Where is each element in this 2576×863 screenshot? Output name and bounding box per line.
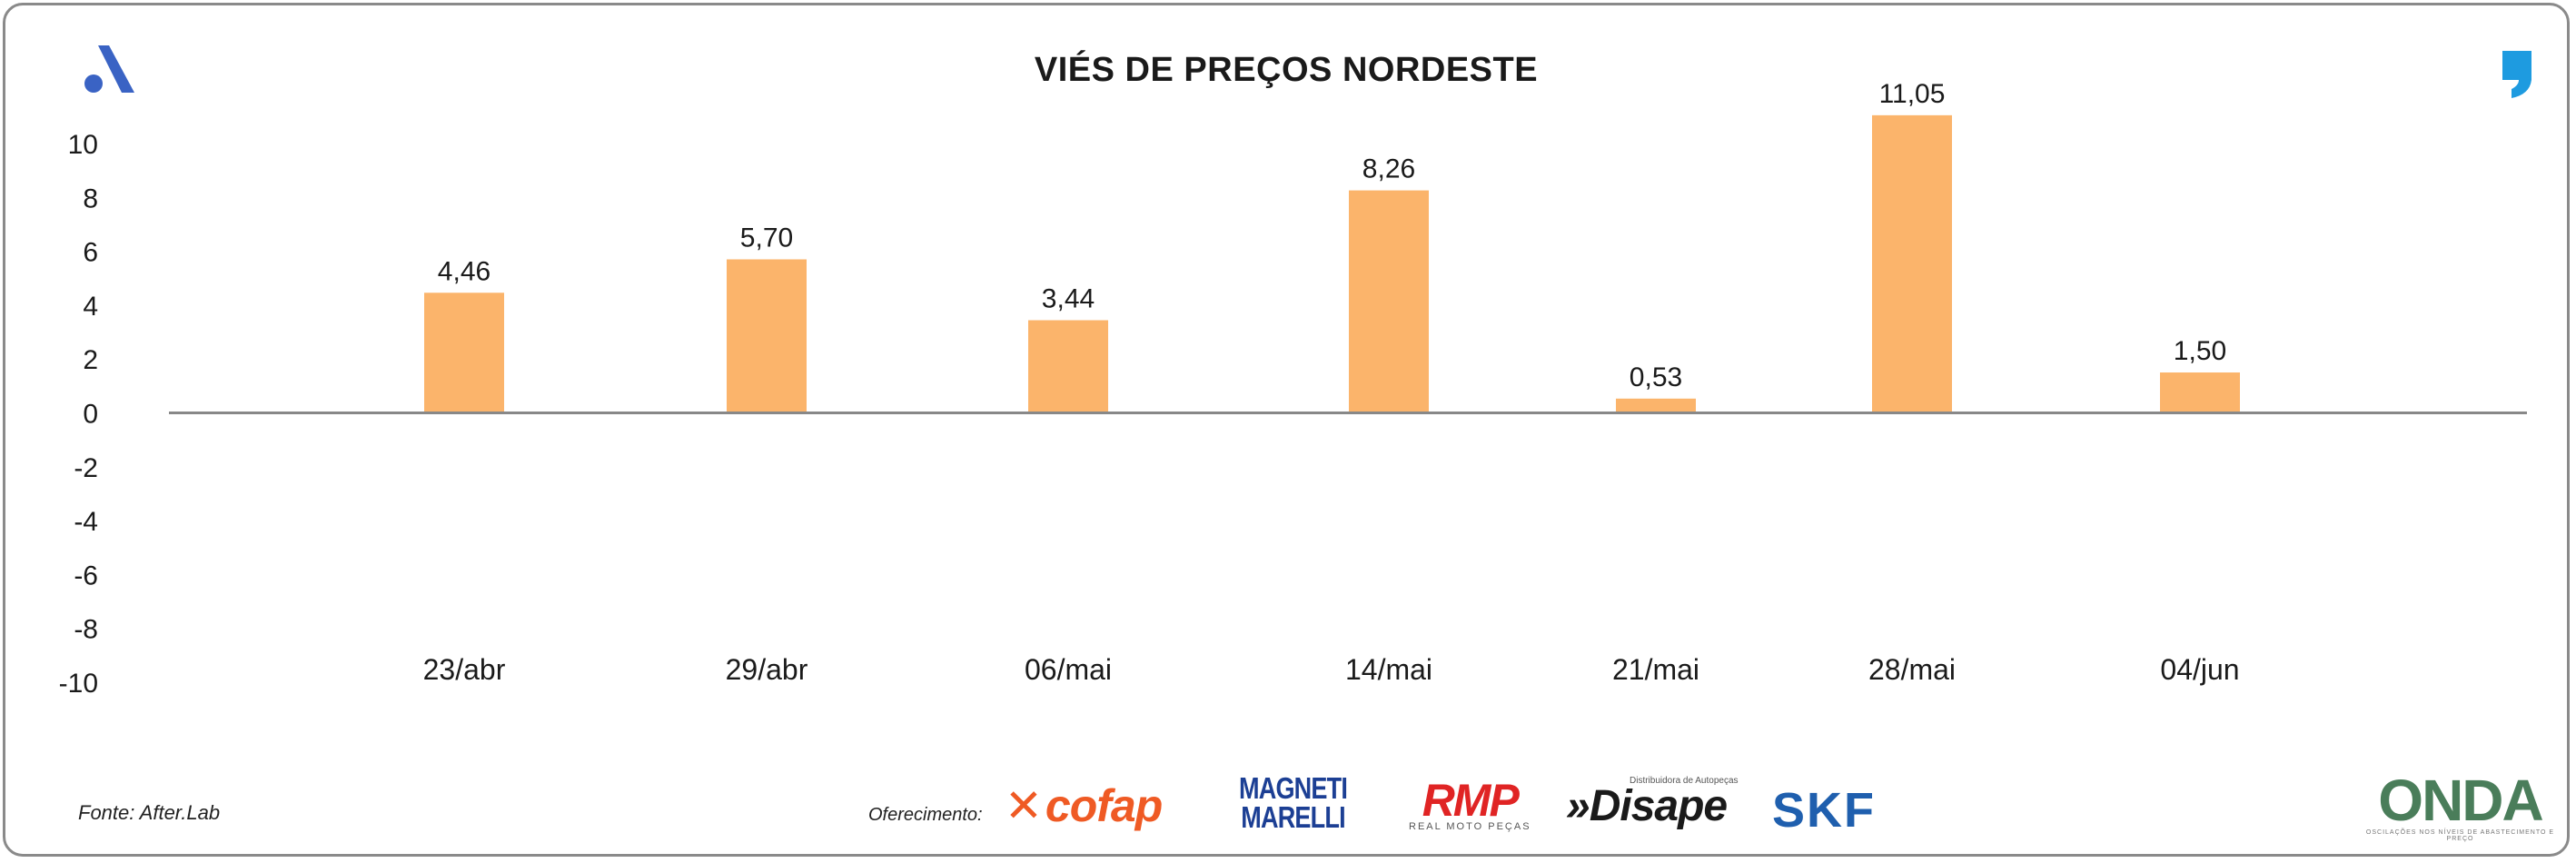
disape-logo: Distribuidora de Autopeças »Disape: [1566, 776, 1739, 828]
magneti-line2: MARELLI: [1241, 800, 1345, 834]
data-label: 11,05: [1879, 79, 1946, 109]
onda-logo: ONDA OSCILAÇÕES NOS NÍVEIS DE ABASTECIME…: [2353, 771, 2567, 842]
data-label: 8,26: [1362, 154, 1415, 184]
bar-chart: 10 8 6 4 2 0 -2 -4 -6 -8 -10 4,46 5,70 3,44 8,26 0,53 11…: [59, 79, 2527, 699]
rmp-logo: RMP REAL MOTO PEÇAS: [1409, 775, 1531, 832]
bar-29/abr: [727, 259, 807, 413]
rmp-subtitle: REAL MOTO PEÇAS: [1409, 821, 1531, 832]
quote-mark-icon: [2502, 51, 2531, 98]
bar-23/abr: [424, 293, 504, 413]
data-label: 4,46: [438, 256, 490, 286]
bar-04/jun: [2160, 372, 2240, 413]
data-label: 5,70: [740, 223, 793, 253]
x-tick-label: 29/abr: [726, 653, 808, 686]
disape-logo-text: »Disape: [1566, 782, 1728, 830]
y-tick-label: 8: [83, 184, 98, 213]
cofap-logo: ✕cofap: [1005, 779, 1163, 832]
rmp-logo-text: RMP: [1422, 775, 1520, 826]
magneti-marelli-logo: MAGNETI MARELLI: [1239, 771, 1348, 834]
y-tick-label: -2: [74, 453, 98, 483]
cofap-mark-icon: ✕: [1005, 780, 1043, 831]
y-tick-label: -4: [74, 507, 98, 537]
data-label: 1,50: [2174, 336, 2226, 366]
bar-06/mai: [1028, 320, 1108, 413]
magneti-line1: MAGNETI: [1239, 771, 1348, 805]
source-note: Fonte: After.Lab: [78, 801, 221, 824]
sponsor-label: Oferecimento:: [868, 805, 983, 825]
data-label: 3,44: [1042, 284, 1095, 314]
onda-logo-text: ONDA: [2378, 768, 2543, 833]
y-tick-label: -8: [74, 615, 98, 645]
y-tick-label: -6: [74, 560, 98, 590]
y-tick-label: 2: [83, 345, 98, 375]
cofap-logo-text: cofap: [1045, 780, 1163, 831]
bar-28/mai: [1872, 114, 1952, 413]
y-tick-label: 4: [83, 292, 98, 322]
skf-logo: SKF: [1772, 783, 1876, 838]
x-tick-label: 04/jun: [2160, 653, 2239, 686]
y-tick-label: 6: [83, 238, 98, 268]
bar-21/mai: [1616, 398, 1696, 413]
bar-14/mai: [1349, 190, 1429, 413]
x-tick-label: 23/abr: [423, 653, 506, 686]
y-tick-label: 10: [68, 130, 98, 160]
y-tick-label: -10: [59, 669, 98, 699]
x-tick-label: 21/mai: [1612, 653, 1699, 686]
x-tick-label: 06/mai: [1025, 653, 1112, 686]
chart-title: VIÉS DE PREÇOS NORDESTE: [1034, 51, 1539, 89]
disape-tagline: Distribuidora de Autopeças: [1630, 776, 1739, 786]
x-tick-label: 14/mai: [1345, 653, 1432, 686]
chart-frame: VIÉS DE PREÇOS NORDESTE 10 8 6 4 2 0 -2 -4 -6 -8 -…: [3, 3, 2570, 857]
x-tick-label: 28/mai: [1868, 653, 1956, 686]
a-logo-icon: [84, 45, 134, 93]
data-label: 0,53: [1630, 362, 1682, 392]
y-tick-label: 0: [83, 400, 98, 430]
onda-subtitle: OSCILAÇÕES NOS NÍVEIS DE ABASTECIMENTO E…: [2365, 829, 2555, 842]
